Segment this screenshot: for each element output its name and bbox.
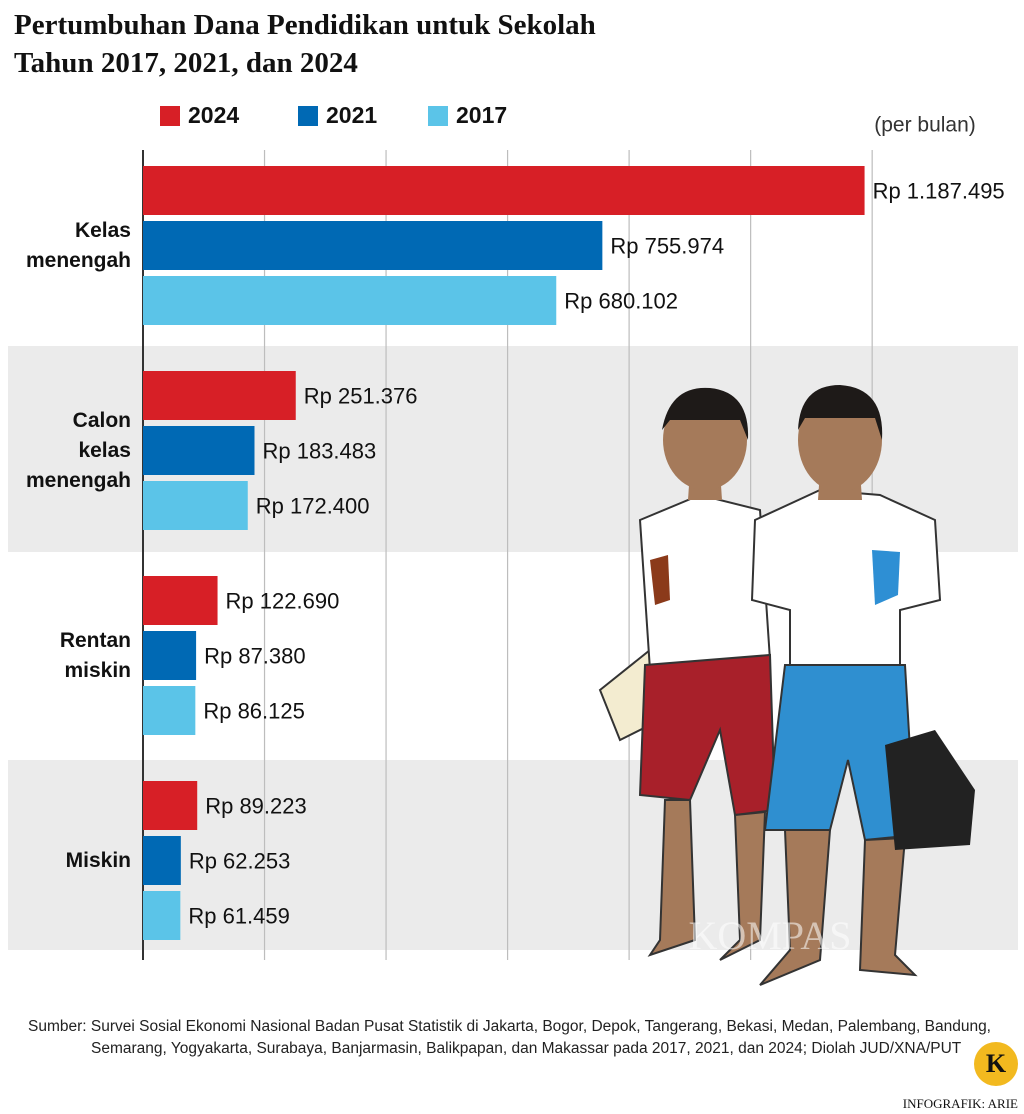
bar: [143, 836, 181, 885]
bar: [143, 481, 248, 530]
bar: [143, 891, 181, 940]
value-label: Rp 251.376: [304, 383, 418, 408]
value-label: Rp 89.223: [205, 793, 307, 818]
chart-title: Pertumbuhan Dana Pendidikan untuk Sekola…: [14, 9, 596, 79]
logo-text: K: [986, 1049, 1007, 1078]
value-label: Rp 61.459: [188, 903, 290, 928]
category-label: Miskin: [65, 848, 131, 872]
watermark: KOMPAS: [688, 913, 851, 958]
legend-swatch: [428, 106, 448, 126]
legend-swatch: [160, 106, 180, 126]
legend-label: 2024: [188, 102, 239, 128]
value-label: Rp 1.187.495: [873, 178, 1005, 203]
legend-swatch: [298, 106, 318, 126]
bar: [143, 686, 196, 735]
value-label: Rp 680.102: [564, 288, 678, 313]
value-label: Rp 755.974: [610, 233, 724, 258]
bar: [143, 166, 865, 215]
value-label: Rp 87.380: [204, 643, 306, 668]
unit-note: (per bulan): [874, 114, 976, 137]
logo: [974, 1042, 1018, 1086]
value-label: Rp 122.690: [226, 588, 340, 613]
bar: [143, 371, 296, 420]
bar: [143, 221, 603, 270]
value-label: Rp 62.253: [189, 848, 291, 873]
value-label: Rp 86.125: [203, 698, 305, 723]
bar: [143, 631, 197, 680]
category-label: Rentan miskin: [59, 628, 131, 682]
value-label: Rp 172.400: [256, 493, 370, 518]
credit: INFOGRAFIK: ARIE: [902, 1096, 1018, 1111]
value-label: Rp 183.483: [262, 438, 376, 463]
legend-label: 2021: [326, 102, 377, 128]
category-label: Kelas menengah: [25, 218, 131, 272]
illustration: [598, 385, 975, 986]
bar: [143, 426, 255, 475]
bar: [143, 781, 198, 830]
category-label: Calon kelas menengah: [25, 408, 132, 492]
bar: [143, 576, 218, 625]
legend-label: 2017: [456, 102, 507, 128]
bar: [143, 276, 557, 325]
source-note: Sumber: Survei Sosial Ekonomi Nasional B…: [28, 1018, 991, 1057]
